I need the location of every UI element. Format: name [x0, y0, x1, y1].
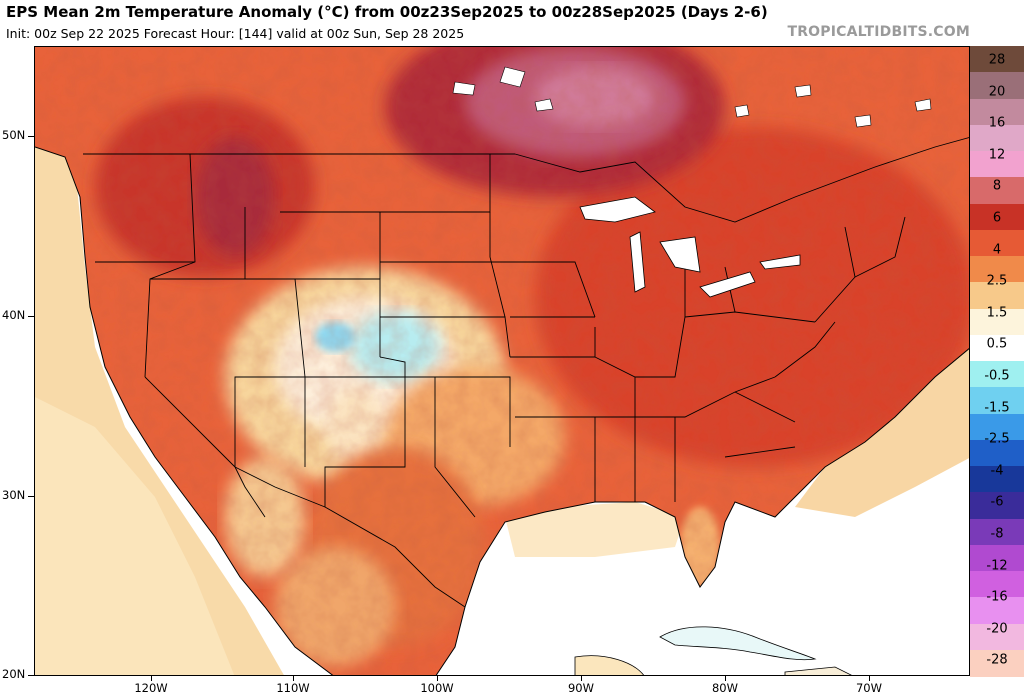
colorbar-swatch [970, 308, 1024, 336]
colorbar-swatch [970, 256, 1024, 283]
lat-tick [28, 675, 34, 676]
anomaly-map [34, 46, 970, 676]
lon-label-100w: 100W [420, 681, 454, 695]
colorbar-swatch [970, 649, 1024, 677]
map-canvas [35, 47, 969, 675]
colorbar-label: 0.5 [986, 336, 1008, 352]
colorbar-swatch [970, 518, 1024, 546]
lat-tick [28, 496, 34, 497]
east-gulf-coastline [435, 348, 969, 675]
lon-tick [293, 676, 294, 681]
pacific-weak-anomaly [35, 397, 235, 675]
colorbar-swatch [970, 413, 1024, 441]
site-brand: TROPICALTIDBITS.COM [787, 24, 970, 40]
colorbar-swatch [970, 72, 1024, 99]
colorbar-swatch [970, 492, 1024, 519]
colorbar-label: 1.5 [986, 305, 1008, 321]
hispaniola-landmass [784, 666, 852, 675]
colorbar-label: 6 [992, 210, 1002, 226]
colorbar-label: 12 [988, 147, 1006, 163]
west-coastline [35, 146, 334, 675]
colorbar-label: -1.5 [984, 400, 1010, 416]
lon-label-80w: 80W [711, 681, 739, 695]
colorbar-label: 8 [992, 178, 1002, 194]
lon-tick [437, 676, 438, 681]
colorbar-swatch [970, 361, 1024, 388]
lat-tick [28, 136, 34, 137]
init-valid-info: Init: 00z Sep 22 2025 Forecast Hour: [14… [6, 26, 465, 41]
colorbar-swatch [970, 229, 1024, 257]
colorbar-label: -16 [986, 589, 1008, 605]
colorbar-label: -6 [990, 494, 1004, 510]
colorbar-label: -12 [986, 558, 1008, 574]
colorbar-swatch [970, 571, 1024, 598]
colorbar-swatch [970, 151, 1024, 178]
colorbar-swatch [970, 98, 1024, 126]
colorbar-label: -4 [990, 463, 1004, 479]
cuba-landmass [659, 626, 817, 661]
colorbar-swatch [970, 46, 1024, 73]
colorbar-swatch [970, 623, 1024, 651]
colorbar-label: 2.5 [986, 273, 1008, 289]
lon-tick [869, 676, 870, 681]
yucatan-landmass [574, 655, 644, 675]
colorbar-label: -8 [990, 526, 1004, 542]
colorbar-label: -2.5 [984, 431, 1010, 447]
colorbar-swatch [970, 203, 1024, 231]
lon-label-90w: 90W [567, 681, 595, 695]
colorbar-label: -28 [986, 652, 1008, 668]
colorbar-legend: 28 20 16 12 8 6 4 2.5 1.5 0.5 -0.5 -1.5 -2.5 -4 -6 -8 -1… [970, 46, 1024, 677]
lat-tick [28, 316, 34, 317]
canadian-lakes [452, 66, 932, 128]
lat-label-50n: 50N [2, 128, 26, 142]
colorbar-swatch [970, 544, 1024, 572]
lon-label-70w: 70W [855, 681, 883, 695]
colorbar-label: -0.5 [984, 368, 1010, 384]
lon-tick [581, 676, 582, 681]
lat-label-30n: 30N [2, 488, 26, 502]
colorbar-swatch [970, 177, 1024, 204]
great-lakes [579, 196, 801, 298]
lon-label-110w: 110W [276, 681, 310, 695]
lat-label-40n: 40N [2, 308, 26, 322]
political-borders [83, 137, 969, 608]
lat-label-20n: 20N [2, 667, 26, 681]
lon-tick [151, 676, 152, 681]
colorbar-swatch [970, 282, 1024, 309]
colorbar-swatch [970, 439, 1024, 467]
map-title: EPS Mean 2m Temperature Anomaly (°C) fro… [6, 3, 768, 21]
colorbar-label: 4 [992, 242, 1002, 258]
colorbar-swatch [970, 387, 1024, 414]
colorbar-swatch [970, 466, 1024, 493]
colorbar-label: 20 [988, 84, 1006, 100]
colorbar-swatch [970, 597, 1024, 624]
colorbar-label: -20 [986, 621, 1008, 637]
colorbar-swatch [970, 124, 1024, 152]
lon-label-120w: 120W [134, 681, 168, 695]
colorbar-label: 16 [988, 115, 1006, 131]
lon-tick [725, 676, 726, 681]
gulf-anomaly [505, 502, 685, 557]
colorbar-label: 28 [988, 52, 1006, 68]
colorbar-swatch [970, 334, 1024, 362]
